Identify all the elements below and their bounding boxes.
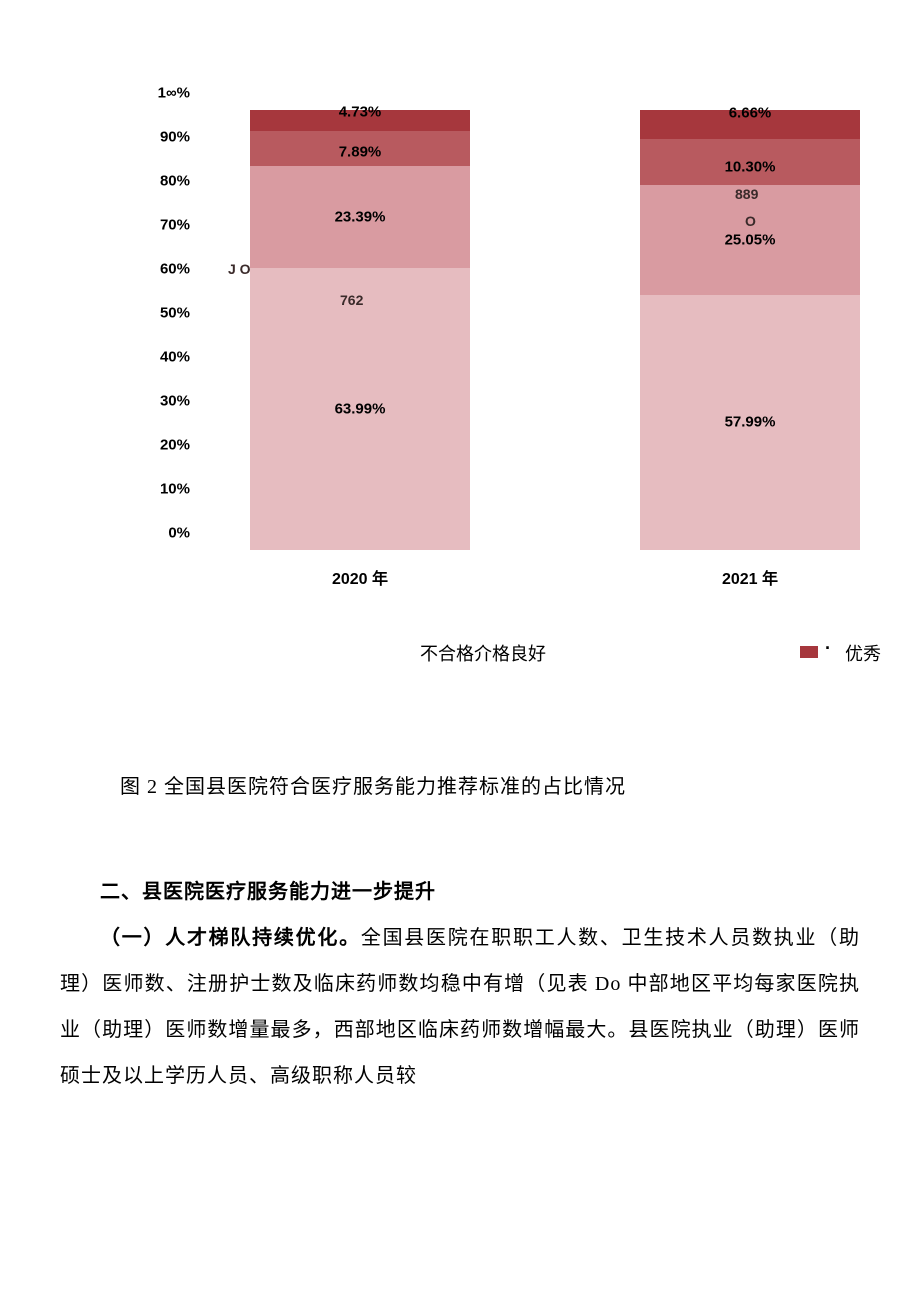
y-tick-50: 50% [100, 305, 200, 322]
extra-label: 762 [340, 292, 363, 308]
y-tick-40: 40% [100, 349, 200, 366]
y-axis: 0% 10% 20% 30% 40% 50% 60% 70% 80% 90% 1… [100, 110, 200, 550]
segment-不合格: 57.99% [640, 295, 860, 550]
legend: 不合格介格良好 · 优秀 [100, 640, 900, 680]
y-tick-70: 70% [100, 217, 200, 234]
y-tick-80: 80% [100, 173, 200, 190]
segment-优秀: 4.73% [250, 110, 470, 131]
section-heading: 二、县医院医疗服务能力进一步提升 [60, 869, 860, 915]
segment-label: 7.89% [250, 143, 470, 160]
y-tick-30: 30% [100, 393, 200, 410]
legend-combined-text: 不合格介格良好 [420, 640, 546, 666]
segment-label: 25.05% [640, 231, 860, 248]
extra-label: 889 [735, 186, 758, 202]
legend-dot: · [825, 638, 831, 659]
segment-label: 57.99% [640, 414, 860, 431]
figure-caption: 图 2 全国县医院符合医疗服务能力推荐标准的占比情况 [60, 770, 860, 799]
paragraph-body: 全国县医院在职职工人数、卫生技术人员数执业（助理）医师数、注册护士数及临床药师数… [60, 927, 860, 1087]
segment-label: 4.73% [250, 104, 470, 121]
legend-label-excellent: 优秀 [845, 640, 881, 666]
segment-label: 23.39% [250, 209, 470, 226]
paragraph-lead: （一）人才梯队持续优化。 [100, 927, 361, 949]
x-label-2020: 2020 年 [250, 565, 470, 589]
extra-label: O [745, 213, 756, 229]
y-tick-20: 20% [100, 437, 200, 454]
segment-优秀: 6.66% [640, 110, 860, 139]
bar-2021 年: 57.99% 25.05% 10.30% 6.66% 889 O [640, 110, 860, 550]
y-tick-60: 60% [100, 261, 200, 278]
stacked-bar-chart: 0% 10% 20% 30% 40% 50% 60% 70% 80% 90% 1… [100, 110, 900, 610]
plot-area: 63.99% 23.39% 7.89% 4.73% J O 762 57.99% 25.05%… [200, 110, 900, 550]
y-tick-90: 90% [100, 129, 200, 146]
y-tick-10: 10% [100, 481, 200, 498]
segment-label: 6.66% [640, 104, 860, 121]
x-axis: 2020 年 2021 年 [200, 565, 900, 595]
segment-不合格: 63.99% [250, 268, 470, 550]
page: 0% 10% 20% 30% 40% 50% 60% 70% 80% 90% 1… [0, 0, 920, 1301]
legend-swatch-excellent [800, 646, 818, 658]
extra-label: J O [228, 261, 251, 277]
y-tick-0: 0% [100, 525, 200, 542]
paragraph: （一）人才梯队持续优化。全国县医院在职职工人数、卫生技术人员数执业（助理）医师数… [60, 915, 860, 1099]
segment-label: 63.99% [250, 401, 470, 418]
y-tick-100: 1∞% [100, 85, 200, 102]
segment-合格: 23.39% [250, 166, 470, 269]
segment-良好: 10.30% [640, 139, 860, 184]
x-label-2021: 2021 年 [640, 565, 860, 589]
segment-label: 10.30% [640, 158, 860, 175]
body-text: 二、县医院医疗服务能力进一步提升 （一）人才梯队持续优化。全国县医院在职职工人数… [60, 869, 860, 1099]
bar-2020 年: 63.99%23.39%7.89%4.73%J O762 [250, 110, 470, 550]
segment-良好: 7.89% [250, 131, 470, 166]
